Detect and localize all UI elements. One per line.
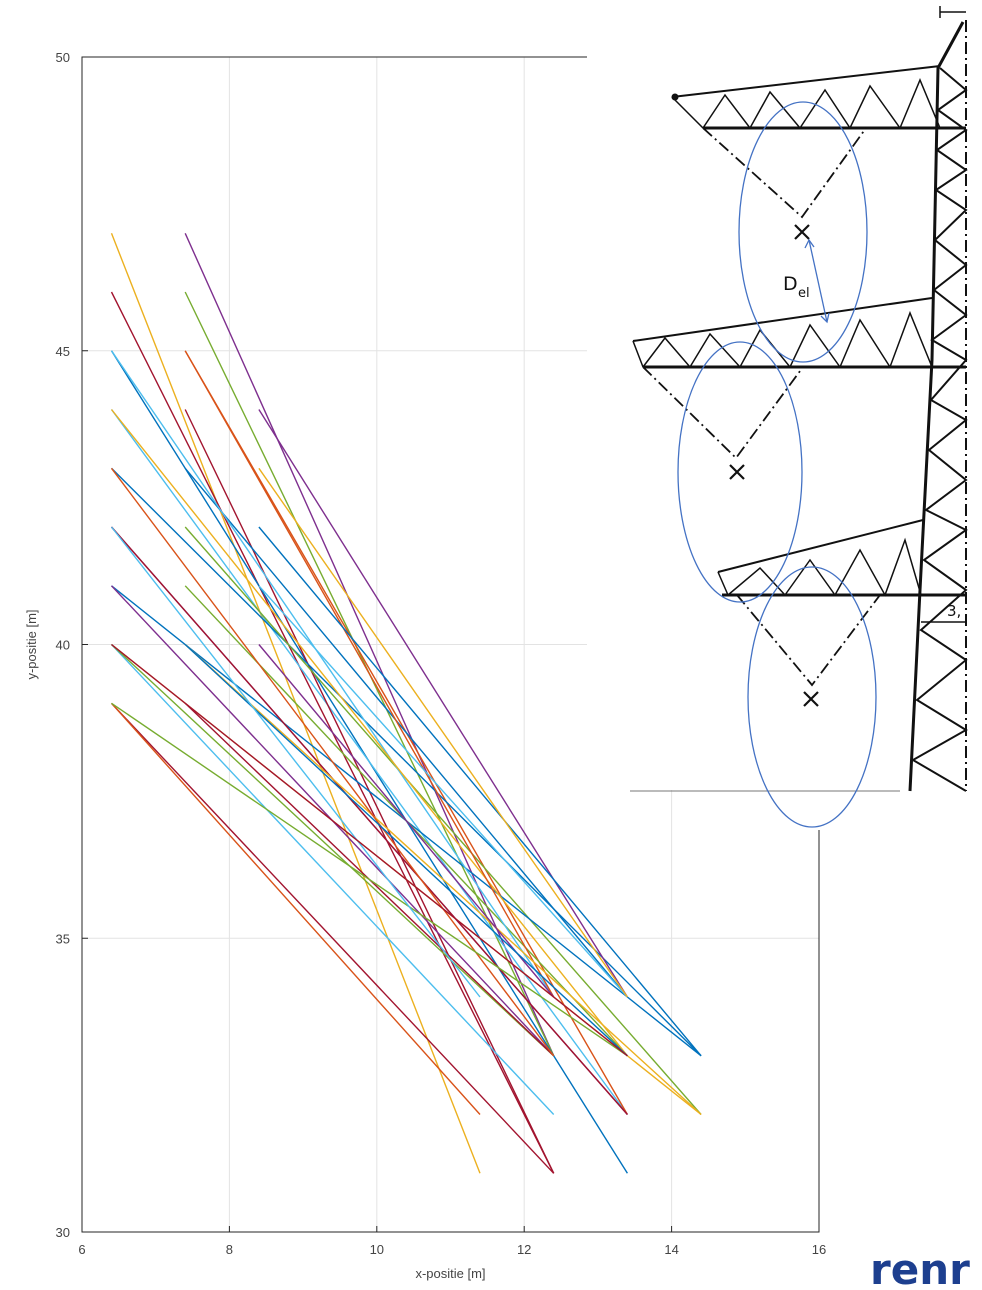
conductor-x-icon: [794, 224, 810, 240]
trajectory-series-line: [110, 526, 481, 998]
swing-ellipse-middle: [677, 341, 803, 603]
trajectory-series-line: [184, 233, 555, 1057]
conductor-x-icon: [729, 464, 745, 480]
trajectory-series-line: [111, 643, 555, 1057]
y-tick-label: 50: [56, 50, 70, 65]
trajectory-series-line: [184, 643, 628, 1057]
y-tick-label: 30: [56, 1225, 70, 1240]
lower-crossarm: [717, 519, 966, 687]
inset-background: [587, 0, 982, 790]
trajectory-series-line: [111, 643, 628, 1057]
swing-ellipse-top: [738, 101, 868, 363]
conductor-markers: [729, 224, 819, 707]
del-dimension: [804, 238, 830, 324]
trajectory-series-line: [110, 467, 555, 1057]
tower-diagram-inset: D el 3,: [587, 0, 982, 830]
y-axis-label: y-positie [m]: [24, 609, 39, 679]
trajectory-series-line: [110, 702, 555, 1174]
trajectory-series-line: [110, 409, 628, 1115]
chart-series-group: [110, 233, 702, 1174]
trajectory-series-line: [110, 409, 628, 1057]
tick-labels: 6 8 10 12 14 16 30 35 40 45 50: [56, 50, 827, 1257]
del-subscript: el: [798, 286, 810, 301]
x-tick-label: 16: [812, 1242, 826, 1257]
top-crossarm: [671, 65, 966, 219]
trajectory-series-line: [111, 702, 628, 1057]
trajectory-series-line: [184, 350, 555, 998]
trajectory-series-line: [258, 409, 628, 998]
trajectory-series-line: [258, 644, 555, 998]
trajectory-series-line: [110, 350, 555, 998]
brand-logo: renr: [870, 1245, 970, 1290]
x-tick-label: 8: [226, 1242, 233, 1257]
x-tick-label: 12: [517, 1242, 531, 1257]
x-axis-label: x-positie [m]: [415, 1266, 485, 1281]
dimension-text: 3,: [947, 602, 961, 620]
tower-mast: [908, 6, 968, 792]
y-tick-label: 45: [56, 344, 70, 359]
trajectory-series-line: [110, 526, 628, 1115]
x-tick-label: 14: [664, 1242, 678, 1257]
trajectory-series-line: [184, 643, 702, 1116]
y-tick-label: 35: [56, 931, 70, 946]
x-tick-label: 6: [78, 1242, 85, 1257]
x-tick-label: 10: [370, 1242, 384, 1257]
trajectory-series-line: [258, 467, 628, 998]
swing-ellipse-lower: [747, 566, 877, 828]
trajectory-series-line: [184, 467, 628, 998]
trajectory-series-line: [258, 526, 702, 1057]
swing-ellipses: [677, 101, 877, 828]
inset-background-lower: [722, 790, 982, 830]
middle-crossarm: [632, 297, 966, 460]
trajectory-series-line: [258, 585, 628, 998]
trajectory-series-line: [110, 702, 481, 1115]
y-tick-label: 40: [56, 638, 70, 653]
conductor-x-icon: [803, 691, 819, 707]
trajectory-series-line: [184, 526, 702, 1115]
del-label: D: [783, 273, 798, 295]
trajectory-series-line: [110, 644, 555, 1115]
